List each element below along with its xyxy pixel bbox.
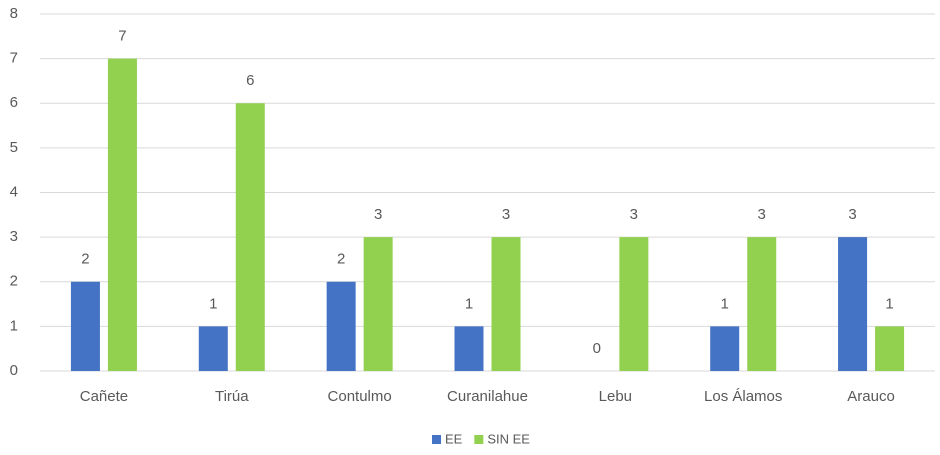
x-tick-label: Los Álamos [704, 388, 782, 405]
legend-label: SIN EE [487, 431, 530, 446]
bar [875, 326, 905, 371]
y-tick-label: 4 [10, 183, 18, 200]
bar [710, 326, 740, 371]
data-label: 3 [848, 206, 856, 223]
y-tick-label: 3 [10, 228, 18, 245]
bar [491, 237, 521, 371]
bar [747, 237, 777, 371]
bar [454, 326, 484, 371]
y-tick-label: 2 [10, 273, 18, 290]
y-tick-label: 7 [10, 50, 18, 67]
y-tick-label: 0 [10, 362, 18, 379]
data-label: 7 [118, 28, 126, 45]
data-label: 1 [209, 295, 217, 312]
bar [838, 237, 868, 371]
y-tick-label: 8 [10, 5, 18, 22]
x-tick-label: Contulmo [328, 388, 392, 405]
bar [619, 237, 649, 371]
data-label: 6 [246, 72, 254, 89]
data-label: 3 [630, 206, 638, 223]
y-tick-label: 6 [10, 94, 18, 111]
bar [235, 103, 265, 371]
bar [107, 58, 137, 371]
data-label: 0 [593, 340, 601, 357]
x-tick-label: Curanilahue [447, 388, 528, 405]
x-tick-label: Cañete [80, 388, 128, 405]
x-tick-label: Tirúa [215, 388, 249, 405]
y-tick-label: 5 [10, 139, 18, 156]
legend-swatch [432, 435, 441, 444]
data-label: 3 [502, 206, 510, 223]
data-label: 2 [337, 251, 345, 268]
bar [198, 326, 228, 371]
x-tick-label: Lebu [599, 388, 632, 405]
y-tick-label: 1 [10, 317, 18, 334]
data-label: 1 [885, 295, 893, 312]
data-label: 3 [374, 206, 382, 223]
legend-label: EE [445, 431, 463, 446]
data-label: 2 [81, 251, 89, 268]
bar [70, 281, 100, 371]
legend-swatch [474, 435, 484, 444]
data-label: 1 [465, 295, 473, 312]
data-label: 3 [758, 206, 766, 223]
bar [363, 237, 393, 371]
x-tick-label: Arauco [847, 388, 895, 405]
bar [326, 281, 356, 371]
data-label: 1 [721, 295, 729, 312]
